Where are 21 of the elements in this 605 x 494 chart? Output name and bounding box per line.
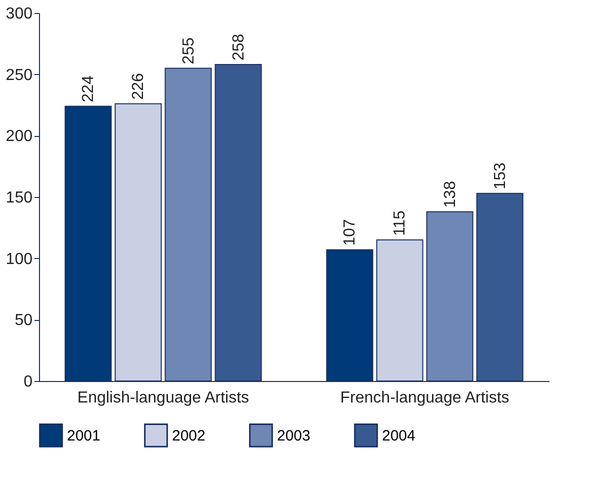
data-label: 107 bbox=[342, 218, 359, 246]
data-label: 224 bbox=[80, 75, 98, 102]
y-tick-label: 0 bbox=[24, 374, 33, 390]
legend-label: 2003 bbox=[277, 427, 310, 444]
data-label: 226 bbox=[130, 72, 148, 100]
x-tick-label: English-language Artists bbox=[77, 390, 250, 406]
data-label: 255 bbox=[180, 37, 198, 64]
legend-label: 2004 bbox=[382, 427, 416, 444]
y-tick-label: 100 bbox=[6, 250, 33, 268]
y-tick-label: 250 bbox=[6, 66, 33, 84]
legend-label: 2001 bbox=[67, 427, 100, 444]
y-tick-label: 50 bbox=[14, 312, 33, 330]
x-tick-label: French-language Artists bbox=[340, 390, 510, 406]
data-label: 153 bbox=[492, 162, 509, 190]
y-tick-label: 200 bbox=[6, 128, 33, 146]
legend-label: 2002 bbox=[172, 427, 206, 444]
data-label: 115 bbox=[392, 210, 409, 236]
y-tick-label: 300 bbox=[6, 6, 33, 22]
y-tick-label: 150 bbox=[6, 190, 33, 206]
data-label: 138 bbox=[442, 180, 459, 208]
data-label: 258 bbox=[230, 34, 248, 61]
